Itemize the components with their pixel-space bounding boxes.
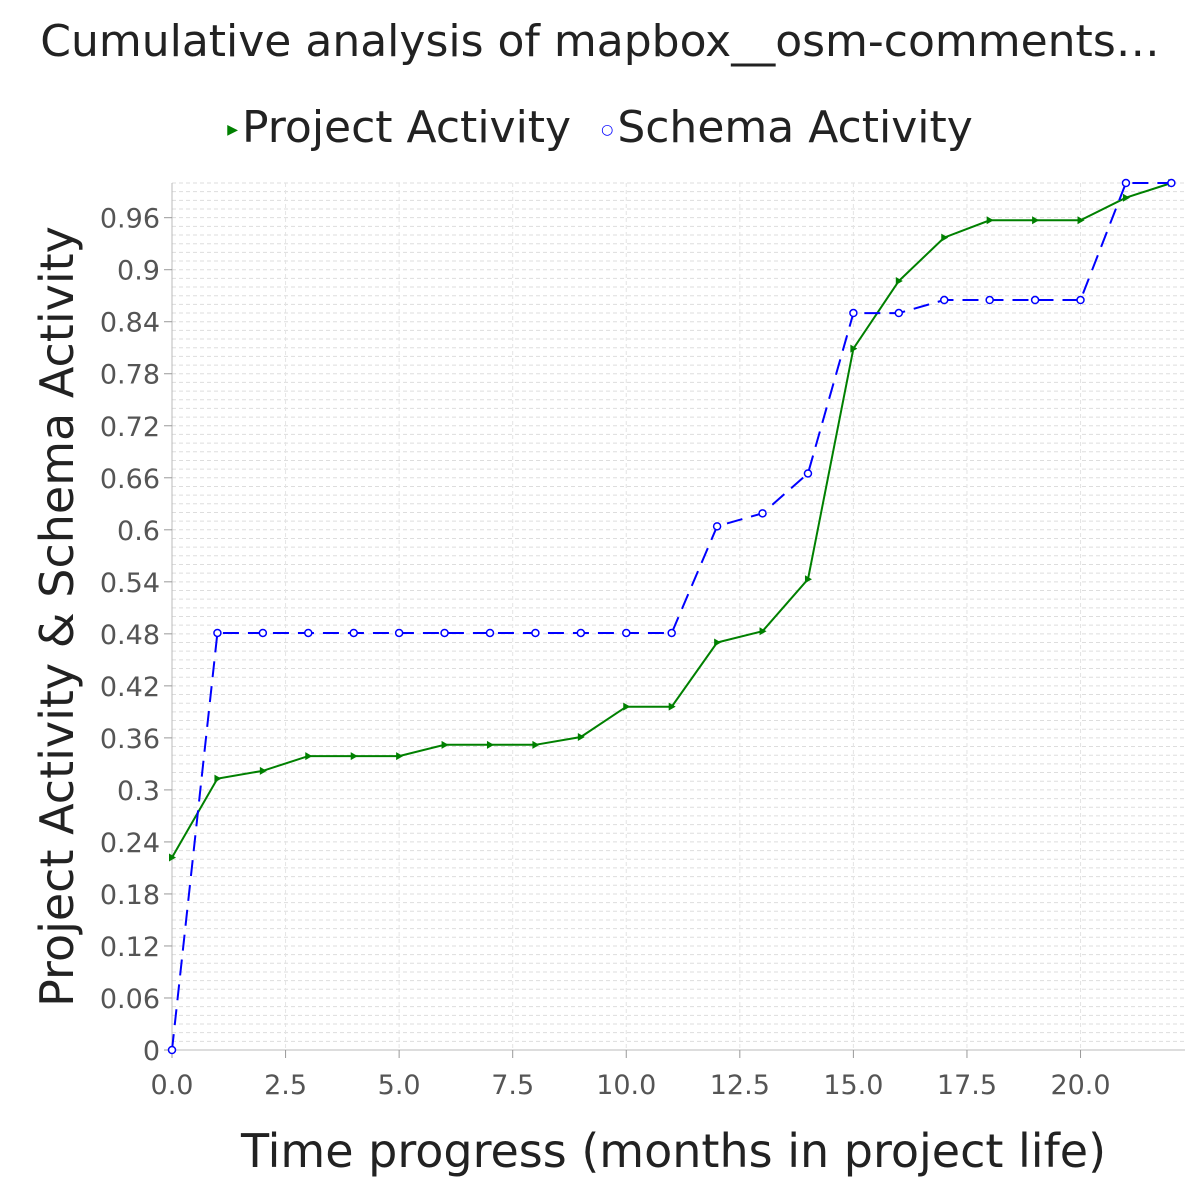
- legend-label-schema: Schema Activity: [617, 102, 973, 153]
- x-tick-label: 12.5: [710, 1070, 770, 1101]
- x-tick-label: 5.0: [378, 1070, 421, 1101]
- data-point-project: [441, 740, 449, 749]
- data-point-project: [714, 638, 722, 647]
- series-line-project: [171, 182, 1172, 858]
- data-point-schema: [213, 628, 222, 638]
- data-point-project: [941, 233, 949, 242]
- data-point-schema: [258, 628, 268, 638]
- x-tick-label: 20.0: [1050, 1070, 1110, 1101]
- data-point-project: [486, 740, 494, 749]
- y-tick-label: 0.9: [117, 256, 160, 287]
- data-point-schema: [576, 628, 586, 638]
- y-tick-label: 0.3: [117, 776, 160, 807]
- data-point-schema: [939, 295, 949, 305]
- data-point-schema: [849, 308, 858, 318]
- data-point-project: [169, 853, 176, 862]
- y-tick-label: 0.12: [100, 932, 160, 963]
- data-point-schema: [1030, 295, 1040, 305]
- y-tick-label: 0.84: [100, 308, 160, 339]
- data-point-schema: [394, 628, 404, 638]
- data-point-project: [214, 774, 222, 783]
- data-point-project: [1032, 216, 1040, 225]
- data-point-project: [305, 752, 313, 761]
- legend: ▶Project Activity ○Schema Activity: [0, 102, 1200, 153]
- data-point-project: [804, 575, 812, 584]
- data-point-schema: [894, 308, 904, 318]
- y-tick-label: 0.24: [100, 828, 160, 859]
- x-tick-label: 10.0: [596, 1070, 656, 1101]
- data-point-project: [986, 216, 994, 225]
- y-tick-label: 0.66: [100, 464, 160, 495]
- data-point-schema: [803, 469, 813, 478]
- y-tick-label: 0.06: [100, 984, 160, 1015]
- data-point-schema: [440, 628, 449, 638]
- data-point-schema: [167, 1045, 177, 1055]
- data-point-project: [1077, 216, 1085, 225]
- legend-label-project: Project Activity: [242, 102, 572, 153]
- data-point-schema: [622, 628, 631, 638]
- y-tick-label: 0.36: [100, 724, 160, 755]
- data-point-schema: [1076, 295, 1085, 305]
- y-tick-label: 0.72: [100, 412, 160, 443]
- data-point-project: [532, 740, 540, 749]
- y-tick-label: 0: [143, 1036, 160, 1067]
- data-point-project: [759, 627, 767, 636]
- y-tick-label: 0.6: [117, 516, 160, 547]
- data-point-schema: [1167, 178, 1176, 188]
- data-point-project: [1122, 193, 1130, 202]
- data-point-schema: [531, 628, 540, 638]
- data-point-project: [668, 702, 676, 711]
- y-tick-label: 0.54: [100, 568, 160, 599]
- x-tick-label: 2.5: [264, 1070, 307, 1101]
- legend-item-schema: ○Schema Activity: [601, 102, 973, 153]
- data-point-project: [895, 276, 903, 285]
- data-point-schema: [985, 295, 994, 305]
- data-point-project: [577, 733, 585, 742]
- data-point-schema: [304, 628, 313, 638]
- y-axis-title: Project Activity & Schema Activity: [30, 226, 84, 1007]
- x-tick-label: 0.0: [151, 1070, 194, 1101]
- chart-title: Cumulative analysis of mapbox__osm-comme…: [40, 16, 1160, 67]
- x-axis-title: Time progress (months in project life): [240, 1124, 1106, 1178]
- x-tick-label: 7.5: [491, 1070, 534, 1101]
- data-point-project: [396, 752, 404, 761]
- x-tick-label: 17.5: [937, 1070, 997, 1101]
- data-point-schema: [1121, 178, 1131, 188]
- y-tick-label: 0.96: [100, 204, 160, 235]
- x-tick-label: 15.0: [823, 1070, 883, 1101]
- y-tick-label: 0.42: [100, 672, 160, 703]
- data-point-project: [850, 344, 858, 353]
- y-tick-label: 0.48: [100, 620, 160, 651]
- data-point-schema: [758, 509, 767, 518]
- data-point-project: [259, 766, 267, 775]
- data-point-schema: [485, 628, 495, 638]
- y-tick-label: 0.78: [100, 360, 160, 391]
- y-tick-label: 0.18: [100, 880, 160, 911]
- legend-marker-triangle-icon: ▶: [227, 122, 239, 138]
- series-line-schema: [171, 182, 1172, 1051]
- legend-item-project: ▶Project Activity: [227, 102, 571, 153]
- data-point-schema: [667, 628, 676, 638]
- data-point-project: [350, 752, 358, 761]
- data-point-project: [623, 702, 631, 711]
- data-point-schema: [349, 628, 358, 638]
- legend-marker-circle-icon: ○: [601, 122, 614, 138]
- data-point-schema: [712, 522, 722, 531]
